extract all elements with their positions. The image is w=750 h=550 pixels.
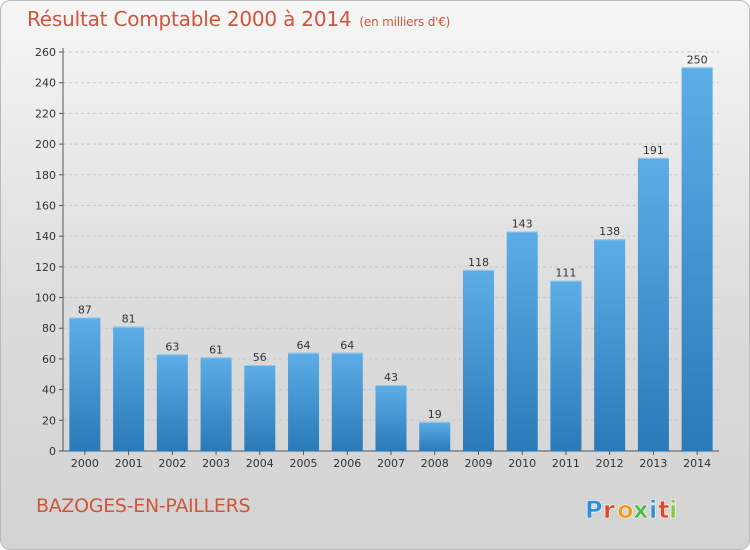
x-tick-label: 2004 bbox=[246, 457, 274, 470]
y-tick-label: 120 bbox=[35, 261, 56, 274]
x-tick-label: 2014 bbox=[683, 457, 711, 470]
x-tick-label: 2012 bbox=[596, 457, 624, 470]
x-tick-label: 2009 bbox=[464, 457, 492, 470]
bar-2007 bbox=[375, 385, 407, 451]
bar-2011 bbox=[550, 280, 582, 451]
data-label-2002: 63 bbox=[165, 340, 179, 353]
data-label-2000: 87 bbox=[78, 303, 92, 316]
data-label-2009: 118 bbox=[468, 256, 489, 269]
data-label-2007: 43 bbox=[384, 371, 398, 384]
logo-letter: t bbox=[658, 496, 669, 524]
data-label-2011: 111 bbox=[555, 267, 576, 280]
data-label-2014: 250 bbox=[687, 53, 708, 66]
data-label-2013: 191 bbox=[643, 144, 664, 157]
chart-subtitle: (en milliers d'€) bbox=[359, 15, 451, 29]
data-label-2006: 64 bbox=[340, 339, 354, 352]
data-label-2003: 61 bbox=[209, 343, 223, 356]
y-tick-label: 140 bbox=[35, 230, 56, 243]
bar-2008 bbox=[419, 421, 451, 451]
y-tick-label: 160 bbox=[35, 199, 56, 212]
bar-2006 bbox=[331, 352, 363, 451]
y-tick-label: 100 bbox=[35, 292, 56, 305]
x-tick-label: 2010 bbox=[508, 457, 536, 470]
y-tick-label: 60 bbox=[42, 353, 56, 366]
place-name: BAZOGES-EN-PAILLERS bbox=[36, 495, 251, 517]
logo-letter: P bbox=[585, 496, 603, 524]
y-tick-label: 260 bbox=[35, 46, 56, 59]
bar-2012 bbox=[594, 239, 626, 451]
y-tick-label: 80 bbox=[42, 322, 56, 335]
x-tick-label: 2005 bbox=[290, 457, 318, 470]
y-tick-label: 240 bbox=[35, 77, 56, 90]
bar-2005 bbox=[288, 352, 320, 451]
x-tick-label: 2000 bbox=[71, 457, 99, 470]
bar-2002 bbox=[156, 354, 188, 451]
y-tick-label: 40 bbox=[42, 384, 56, 397]
bar-2001 bbox=[113, 326, 145, 451]
x-tick-label: 2006 bbox=[333, 457, 361, 470]
logo-letter: i bbox=[669, 496, 677, 524]
x-tick-label: 2007 bbox=[377, 457, 405, 470]
data-label-2004: 56 bbox=[253, 351, 267, 364]
data-label-2001: 81 bbox=[122, 313, 136, 326]
bar-2014 bbox=[681, 67, 713, 451]
y-tick-label: 180 bbox=[35, 169, 56, 182]
data-label-2012: 138 bbox=[599, 225, 620, 238]
x-tick-label: 2013 bbox=[639, 457, 667, 470]
x-tick-label: 2008 bbox=[421, 457, 449, 470]
bar-2013 bbox=[637, 157, 669, 451]
x-tick-label: 2001 bbox=[115, 457, 143, 470]
bar-2009 bbox=[462, 269, 494, 451]
x-tick-label: 2003 bbox=[202, 457, 230, 470]
logo-letter: x bbox=[633, 496, 649, 524]
bar-2000 bbox=[69, 317, 101, 451]
logo-letter: i bbox=[649, 496, 657, 524]
y-tick-label: 20 bbox=[42, 414, 56, 427]
bar-2004 bbox=[244, 365, 276, 451]
y-tick-label: 0 bbox=[49, 445, 56, 458]
y-tick-label: 200 bbox=[35, 138, 56, 151]
x-tick-label: 2011 bbox=[552, 457, 580, 470]
logo-letter: o bbox=[617, 496, 634, 524]
y-tick-label: 220 bbox=[35, 107, 56, 120]
x-tick-label: 2002 bbox=[158, 457, 186, 470]
data-label-2010: 143 bbox=[512, 218, 533, 231]
logo-letter: r bbox=[603, 496, 615, 524]
bar-2003 bbox=[200, 357, 232, 451]
chart-title: Résultat Comptable 2000 à 2014 (en millie… bbox=[27, 7, 450, 31]
data-label-2005: 64 bbox=[297, 339, 311, 352]
data-label-2008: 19 bbox=[428, 408, 442, 421]
chart-title-text: Résultat Comptable 2000 à 2014 bbox=[27, 7, 352, 31]
bar-2010 bbox=[506, 231, 538, 451]
